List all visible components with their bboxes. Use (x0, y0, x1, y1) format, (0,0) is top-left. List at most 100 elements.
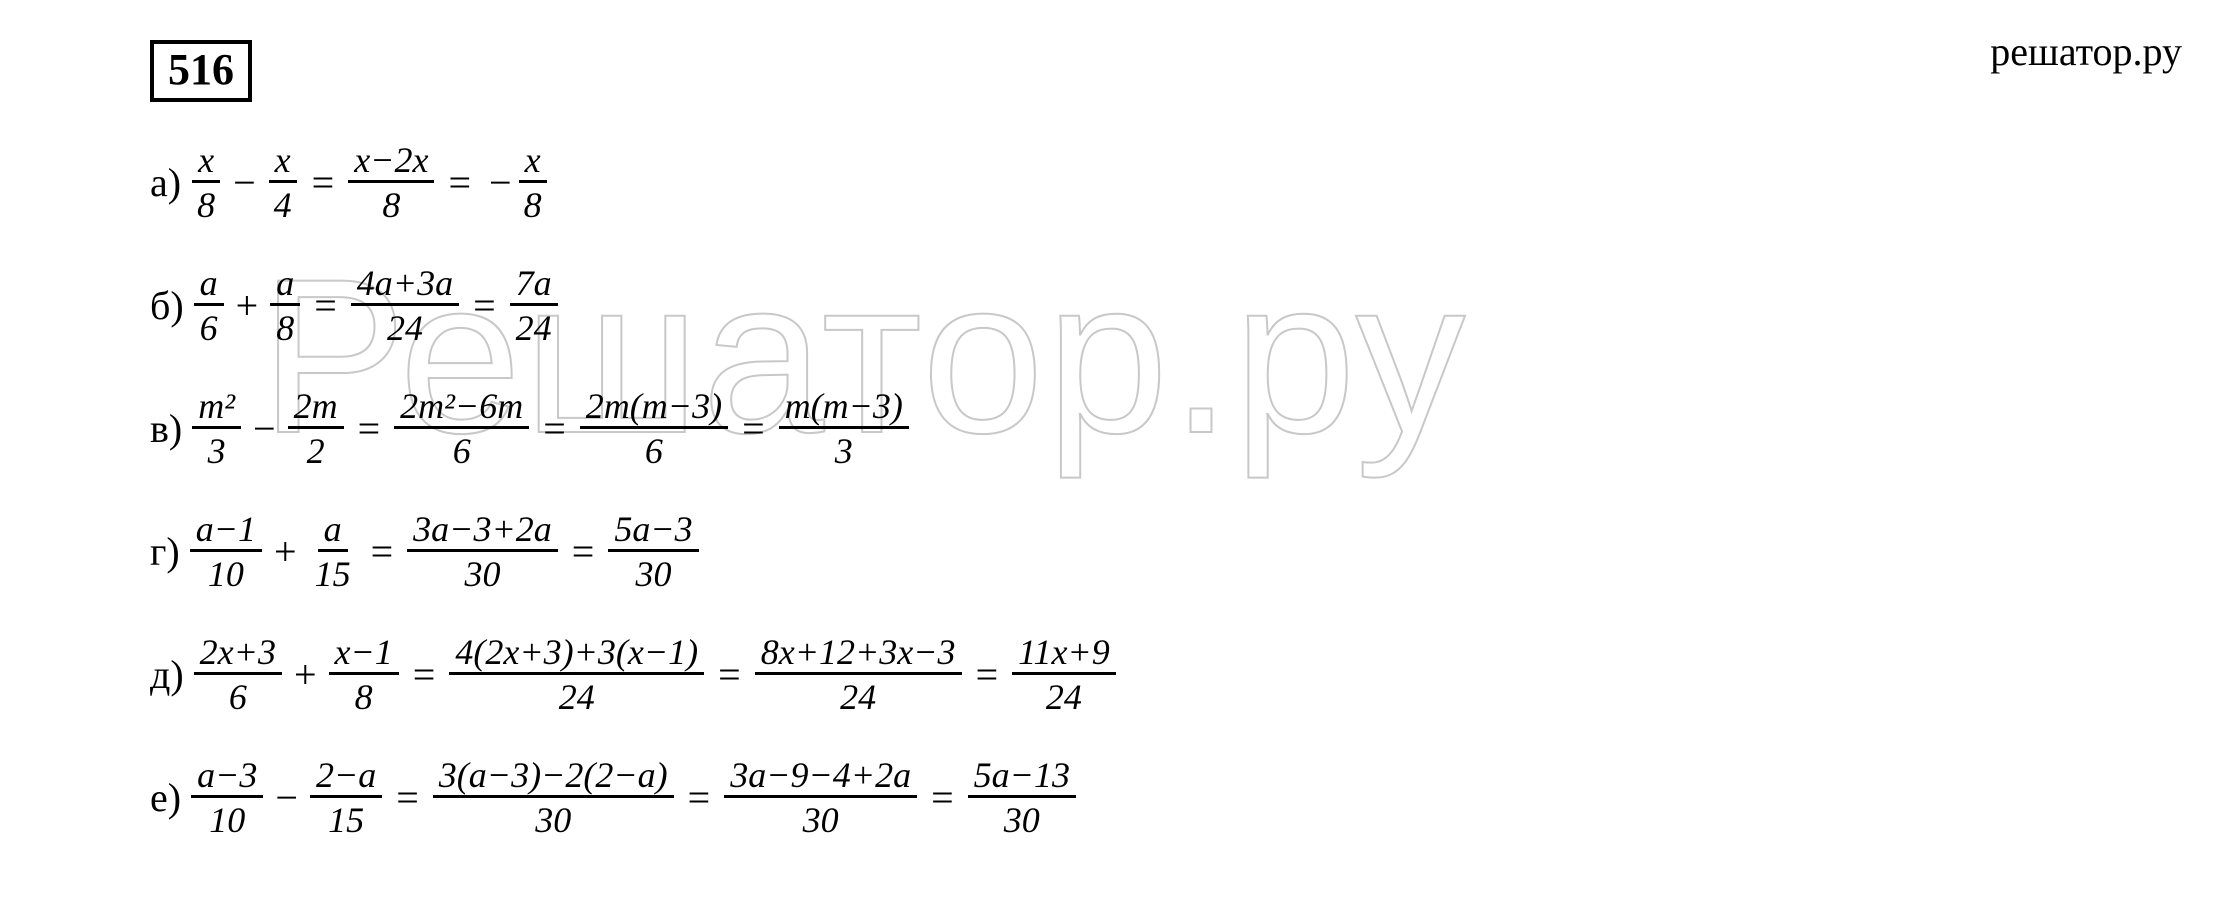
numerator: 3a−3+2a (407, 509, 558, 552)
equals-sign: = (358, 409, 381, 449)
denominator: 30 (458, 552, 506, 594)
problem-number-box: 516 (150, 40, 252, 102)
denominator: 6 (447, 429, 477, 471)
item-letter: г) (150, 532, 180, 572)
fraction: 2m²−6m 6 (394, 386, 529, 471)
problem-number: 516 (168, 45, 234, 94)
equals-sign: = (396, 778, 419, 818)
denominator: 24 (510, 306, 558, 348)
denominator: 30 (998, 798, 1046, 840)
equals-sign: = (718, 655, 741, 695)
numerator: x−2x (348, 140, 434, 183)
operator-minus: − (233, 163, 256, 203)
fraction: 2x+3 6 (194, 632, 282, 717)
operator-minus: − (253, 409, 276, 449)
fraction: a 8 (270, 263, 300, 348)
numerator: 7a (510, 263, 558, 306)
equals-sign: = (976, 655, 999, 695)
fraction: 4a+3a 24 (351, 263, 459, 348)
fraction: 8x+12+3x−3 24 (755, 632, 962, 717)
item-letter: в) (150, 409, 182, 449)
denominator: 8 (376, 183, 406, 225)
fraction: 5a−3 30 (608, 509, 698, 594)
denominator: 4 (268, 183, 298, 225)
numerator: 8x+12+3x−3 (755, 632, 962, 675)
fraction: a−1 10 (190, 509, 262, 594)
numerator: 4a+3a (351, 263, 459, 306)
numerator: 2m(m−3) (580, 386, 728, 429)
denominator: 6 (639, 429, 669, 471)
numerator: m(m−3) (779, 386, 909, 429)
fraction: m² 3 (192, 386, 241, 471)
item-letter: е) (150, 778, 181, 818)
denominator: 3 (202, 429, 232, 471)
numerator: 2m (288, 386, 344, 429)
fraction: x 8 (518, 140, 548, 225)
equals-sign: = (312, 163, 335, 203)
numerator: 4(2x+3)+3(x−1) (449, 632, 704, 675)
denominator: 8 (518, 183, 548, 225)
fraction: 11x+9 24 (1012, 632, 1116, 717)
numerator: 5a−3 (608, 509, 698, 552)
fraction: m(m−3) 3 (779, 386, 909, 471)
numerator: a (194, 263, 224, 306)
numerator: x (519, 140, 547, 183)
denominator: 24 (381, 306, 429, 348)
denominator: 24 (1040, 675, 1088, 717)
item-letter: а) (150, 163, 181, 203)
fraction: x 4 (268, 140, 298, 225)
fraction: x 8 (191, 140, 221, 225)
fraction: 4(2x+3)+3(x−1) 24 (449, 632, 704, 717)
equation-line-e: е) a−3 10 − 2−a 15 = 3(a−3)−2(2−a) 30 = … (150, 755, 2050, 840)
numerator: a (318, 509, 348, 552)
equation-line-b: б) a 6 + a 8 = 4a+3a 24 = 7a 24 (150, 263, 2050, 348)
fraction: 5a−13 30 (968, 755, 1076, 840)
fraction: a−3 10 (191, 755, 263, 840)
numerator: x−1 (329, 632, 399, 675)
item-letter: б) (150, 286, 184, 326)
numerator: 3(a−3)−2(2−a) (433, 755, 674, 798)
numerator: x (269, 140, 297, 183)
denominator: 30 (529, 798, 577, 840)
denominator: 15 (309, 552, 357, 594)
numerator: 2m²−6m (394, 386, 529, 429)
equals-sign: = (543, 409, 566, 449)
numerator: a (270, 263, 300, 306)
equation-line-g: г) a−1 10 + a 15 = 3a−3+2a 30 = 5a−3 30 (150, 509, 2050, 594)
numerator: a−1 (190, 509, 262, 552)
denominator: 6 (194, 306, 224, 348)
operator-plus: + (236, 286, 259, 326)
numerator: 5a−13 (968, 755, 1076, 798)
equals-sign: = (688, 778, 711, 818)
operator-plus: + (274, 532, 297, 572)
fraction: a 15 (309, 509, 357, 594)
fraction: x−2x 8 (348, 140, 434, 225)
fraction: 3a−9−4+2a 30 (724, 755, 917, 840)
equals-sign: = (931, 778, 954, 818)
equals-sign: = (572, 532, 595, 572)
fraction: 2m(m−3) 6 (580, 386, 728, 471)
denominator: 8 (349, 675, 379, 717)
denominator: 6 (223, 675, 253, 717)
equals-sign: = (448, 163, 471, 203)
denominator: 10 (202, 552, 250, 594)
denominator: 8 (270, 306, 300, 348)
operator-plus: + (294, 655, 317, 695)
numerator: 2−a (310, 755, 382, 798)
item-letter: д) (150, 655, 184, 695)
numerator: a−3 (191, 755, 263, 798)
denominator: 3 (829, 429, 859, 471)
denominator: 24 (553, 675, 601, 717)
equals-sign: = (742, 409, 765, 449)
equals-sign: = (314, 286, 337, 326)
equation-line-a: а) x 8 − x 4 = x−2x 8 = − x 8 (150, 140, 2050, 225)
denominator: 2 (301, 429, 331, 471)
numerator: x (192, 140, 220, 183)
numerator: m² (192, 386, 241, 429)
equation-line-v: в) m² 3 − 2m 2 = 2m²−6m 6 = 2m(m−3) 6 = … (150, 386, 2050, 471)
fraction: 7a 24 (510, 263, 558, 348)
fraction: 2−a 15 (310, 755, 382, 840)
denominator: 10 (203, 798, 251, 840)
denominator: 8 (191, 183, 221, 225)
numerator: 2x+3 (194, 632, 282, 675)
